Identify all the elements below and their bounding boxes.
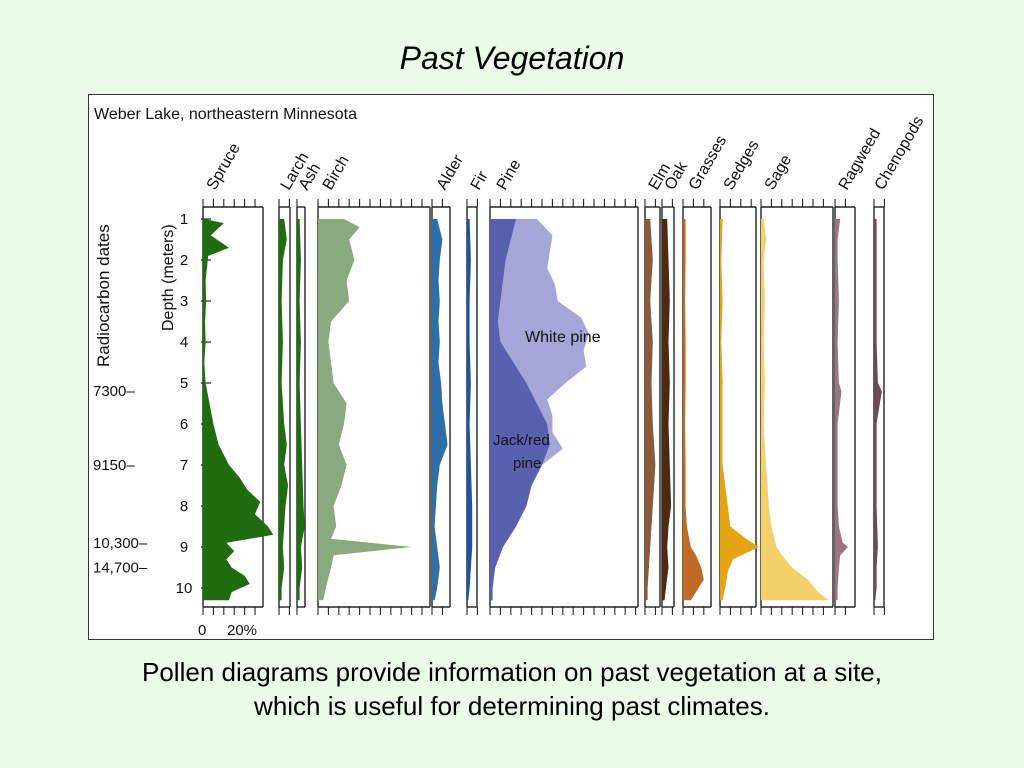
caption-line-1: Pollen diagrams provide information on p… — [142, 657, 882, 687]
depth-tick-label: 6 — [180, 416, 188, 433]
depth-tick-label: 9 — [180, 539, 188, 556]
annotation-pine: pine — [513, 455, 541, 472]
depth-tick-label: 2 — [180, 252, 188, 269]
pollen-diagram-svg: Weber Lake, northeastern Minnesota Radioc… — [93, 106, 928, 639]
depth-tick-label: 7 — [180, 457, 188, 474]
pollen-area-grasses — [683, 219, 704, 601]
pollen-area-elm — [645, 219, 656, 601]
scale-label-20: 20% — [227, 622, 257, 639]
slide-caption: Pollen diagrams provide information on p… — [0, 655, 1024, 723]
taxon-label-sage: Sage — [762, 152, 795, 193]
pollen-area-larch — [279, 219, 289, 601]
radiocarbon-date-label: 14,700– — [93, 560, 148, 577]
taxon-label-oak: Oak — [662, 158, 692, 193]
pollen-area-birch — [318, 219, 412, 601]
depth-tick-label: 3 — [180, 293, 188, 310]
taxon-label-birch: Birch — [320, 153, 353, 193]
annotation-white-pine: White pine — [525, 329, 601, 346]
depth-axis-label: Depth (meters) — [160, 224, 177, 331]
pollen-area-sedges — [720, 219, 759, 601]
pollen-area-sage — [761, 219, 829, 601]
pollen-area-oak — [662, 219, 672, 601]
pollen-area-alder — [432, 219, 448, 601]
radiocarbon-date-label: 7300– — [93, 383, 135, 400]
depth-tick-label: 10 — [176, 580, 193, 597]
depth-tick-label: 4 — [180, 334, 188, 351]
caption-line-2: which is useful for determining past cli… — [254, 691, 770, 721]
depth-tick-label: 8 — [180, 498, 188, 515]
pollen-area-chenopods — [874, 219, 882, 601]
slide-title: Past Vegetation — [399, 40, 625, 76]
annotation-jack-red: Jack/red — [493, 432, 550, 449]
taxon-label-alder: Alder — [434, 152, 468, 193]
taxon-label-spruce: Spruce — [204, 141, 244, 193]
pollen-diagram: Weber Lake, northeastern Minnesota Radioc… — [88, 94, 934, 640]
pollen-area-ash — [297, 219, 305, 601]
pollen-area-ragweed — [835, 219, 848, 601]
pollen-area-fir — [467, 219, 473, 601]
scale-label-0: 0 — [198, 622, 206, 639]
radiocarbon-axis-label: Radiocarbon dates — [94, 224, 113, 367]
taxon-label-pine: Pine — [494, 157, 525, 193]
depth-tick-label: 1 — [180, 211, 188, 228]
radiocarbon-date-label: 9150– — [93, 457, 135, 474]
taxon-label-chenopods: Chenopods — [872, 114, 928, 193]
radiocarbon-date-label: 10,300– — [93, 535, 148, 552]
taxon-label-fir: Fir — [468, 168, 492, 193]
chart-title: Weber Lake, northeastern Minnesota — [94, 106, 357, 123]
pollen-area-spruce — [203, 219, 274, 601]
depth-tick-label: 5 — [180, 375, 188, 392]
pollen-area-pine — [490, 219, 550, 601]
